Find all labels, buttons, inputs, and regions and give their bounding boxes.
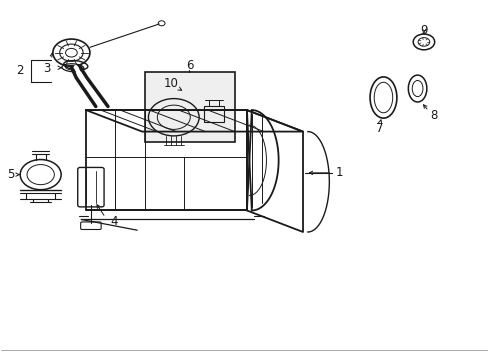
Text: 5: 5 [7, 168, 14, 181]
Text: 9: 9 [419, 24, 427, 37]
Text: 2: 2 [17, 64, 24, 77]
Text: 7: 7 [376, 122, 383, 135]
Text: 4: 4 [110, 215, 117, 228]
Text: 3: 3 [43, 62, 51, 75]
Text: 8: 8 [429, 109, 436, 122]
Text: 6: 6 [185, 59, 193, 72]
Text: 1: 1 [335, 166, 343, 179]
Bar [203, 106, 223, 122]
Text: 10: 10 [163, 77, 179, 90]
Bar [144, 72, 234, 142]
